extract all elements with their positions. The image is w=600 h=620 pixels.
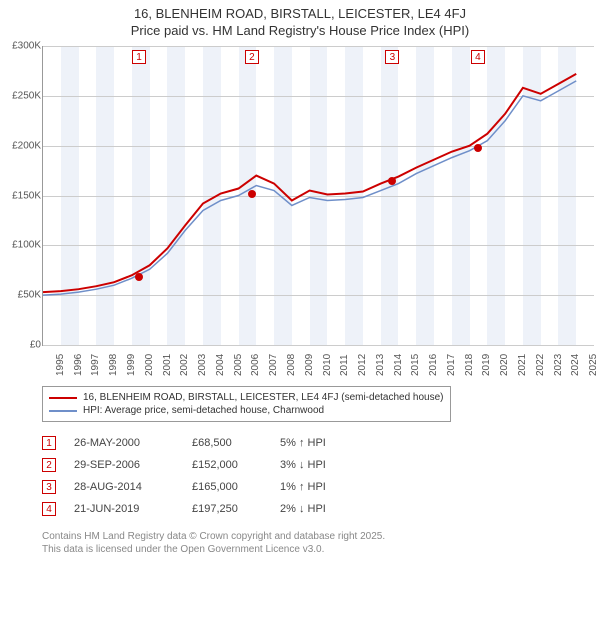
chart-title-line1: 16, BLENHEIM ROAD, BIRSTALL, LEICESTER, …	[6, 6, 594, 21]
x-tick-label: 2003	[197, 354, 208, 376]
x-tick-label: 2015	[410, 354, 421, 376]
legend-box: 16, BLENHEIM ROAD, BIRSTALL, LEICESTER, …	[42, 386, 451, 422]
y-tick-label: £300K	[7, 41, 41, 52]
x-tick-label: 2021	[517, 354, 528, 376]
line-series-svg	[43, 46, 594, 345]
event-price: £197,250	[192, 503, 262, 515]
chart-marker-label: 2	[245, 50, 259, 64]
legend-swatch	[49, 397, 77, 399]
x-tick-label: 2023	[553, 354, 564, 376]
x-tick-label: 2007	[268, 354, 279, 376]
event-date: 29-SEP-2006	[74, 459, 174, 471]
chart-title-block: 16, BLENHEIM ROAD, BIRSTALL, LEICESTER, …	[6, 6, 594, 38]
chart-marker-dot	[474, 144, 482, 152]
x-tick-label: 1999	[126, 354, 137, 376]
event-marker-box: 4	[42, 502, 56, 516]
event-date: 28-AUG-2014	[74, 481, 174, 493]
chart-container: £0£50K£100K£150K£200K£250K£300K1234 1995…	[6, 46, 594, 380]
x-tick-label: 2010	[322, 354, 333, 376]
x-tick-label: 1997	[90, 354, 101, 376]
x-tick-label: 2022	[535, 354, 546, 376]
event-price: £68,500	[192, 437, 262, 449]
x-tick-label: 1996	[73, 354, 84, 376]
x-tick-label: 2008	[286, 354, 297, 376]
event-price: £165,000	[192, 481, 262, 493]
x-tick-label: 2013	[375, 354, 386, 376]
x-tick-label: 2017	[446, 354, 457, 376]
x-tick-label: 2009	[304, 354, 315, 376]
x-tick-label: 2024	[570, 354, 581, 376]
x-tick-label: 2000	[144, 354, 155, 376]
footer-line: This data is licensed under the Open Gov…	[42, 543, 594, 556]
footer-attribution: Contains HM Land Registry data © Crown c…	[42, 530, 594, 556]
chart-marker-dot	[135, 273, 143, 281]
y-tick-label: £250K	[7, 90, 41, 101]
x-tick-label: 2001	[162, 354, 173, 376]
legend-label: HPI: Average price, semi-detached house,…	[83, 405, 324, 416]
x-tick-label: 1998	[108, 354, 119, 376]
y-tick-label: £100K	[7, 240, 41, 251]
event-date: 21-JUN-2019	[74, 503, 174, 515]
plot-area: £0£50K£100K£150K£200K£250K£300K1234	[42, 46, 594, 346]
y-tick-label: £50K	[7, 290, 41, 301]
x-tick-label: 2006	[250, 354, 261, 376]
y-tick-label: £200K	[7, 140, 41, 151]
event-delta: 2% ↓ HPI	[280, 503, 326, 515]
x-tick-label: 2014	[393, 354, 404, 376]
y-tick-label: £150K	[7, 190, 41, 201]
event-row: 4 21-JUN-2019 £197,250 2% ↓ HPI	[42, 498, 594, 520]
series-line	[43, 81, 576, 295]
x-tick-label: 2025	[588, 354, 599, 376]
x-tick-label: 2011	[339, 354, 350, 376]
x-tick-label: 2005	[233, 354, 244, 376]
series-line	[43, 74, 576, 292]
event-row: 1 26-MAY-2000 £68,500 5% ↑ HPI	[42, 432, 594, 454]
x-tick-label: 2012	[357, 354, 368, 376]
event-row: 2 29-SEP-2006 £152,000 3% ↓ HPI	[42, 454, 594, 476]
event-marker-box: 3	[42, 480, 56, 494]
x-tick-label: 2004	[215, 354, 226, 376]
event-row: 3 28-AUG-2014 £165,000 1% ↑ HPI	[42, 476, 594, 498]
event-marker-box: 1	[42, 436, 56, 450]
x-axis-labels: 1995 1996 1997 1998 1999 2000 2001 2002 2003 2004…	[42, 346, 594, 380]
x-tick-label: 2016	[428, 354, 439, 376]
footer-line: Contains HM Land Registry data © Crown c…	[42, 530, 594, 543]
chart-marker-label: 4	[471, 50, 485, 64]
legend-label: 16, BLENHEIM ROAD, BIRSTALL, LEICESTER, …	[83, 392, 444, 403]
event-marker-box: 2	[42, 458, 56, 472]
event-delta: 5% ↑ HPI	[280, 437, 326, 449]
legend-item: HPI: Average price, semi-detached house,…	[49, 404, 444, 417]
legend-swatch	[49, 410, 77, 412]
x-tick-label: 2019	[481, 354, 492, 376]
event-date: 26-MAY-2000	[74, 437, 174, 449]
chart-marker-label: 1	[132, 50, 146, 64]
x-tick-label: 1995	[55, 354, 66, 376]
x-tick-label: 2020	[499, 354, 510, 376]
chart-marker-label: 3	[385, 50, 399, 64]
chart-marker-dot	[388, 177, 396, 185]
event-table: 1 26-MAY-2000 £68,500 5% ↑ HPI 2 29-SEP-2006 £…	[42, 432, 594, 520]
event-delta: 1% ↑ HPI	[280, 481, 326, 493]
event-delta: 3% ↓ HPI	[280, 459, 326, 471]
y-tick-label: £0	[7, 340, 41, 351]
x-tick-label: 2018	[464, 354, 475, 376]
x-tick-label: 2002	[179, 354, 190, 376]
chart-marker-dot	[248, 190, 256, 198]
event-price: £152,000	[192, 459, 262, 471]
legend-item: 16, BLENHEIM ROAD, BIRSTALL, LEICESTER, …	[49, 391, 444, 404]
chart-title-line2: Price paid vs. HM Land Registry's House …	[6, 23, 594, 38]
